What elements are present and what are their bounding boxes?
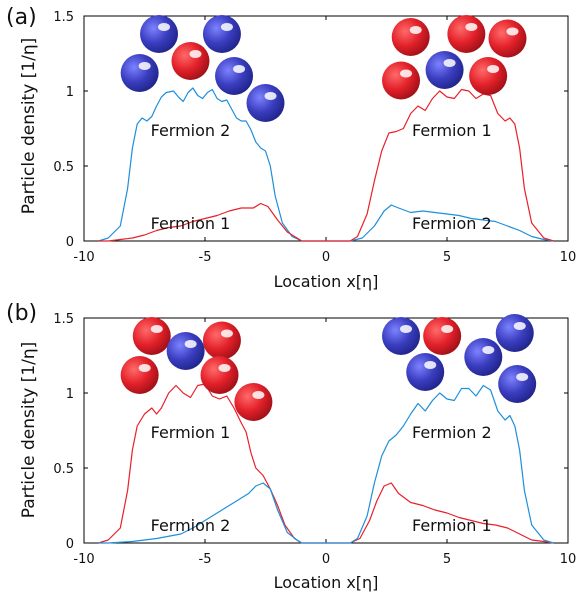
y-ticks: 0 0.5 1 1.5 <box>53 312 568 552</box>
ball-highlight <box>252 391 265 399</box>
particle-red-ball <box>132 317 171 355</box>
ball-highlight <box>441 325 454 333</box>
panel-label: (b) <box>6 301 37 326</box>
particle-blue-ball <box>382 317 421 355</box>
curve-label: Fermion 2 <box>412 214 492 233</box>
x-ticks: -10 -5 0 5 10 <box>73 318 576 567</box>
ball-highlight <box>184 340 197 348</box>
particle-blue-ball <box>495 314 534 352</box>
y-tick-label: 1 <box>66 85 74 100</box>
series-line-red <box>98 88 554 242</box>
ball-highlight <box>465 23 478 31</box>
particle-blue-ball <box>215 57 254 95</box>
particle-red-ball <box>234 383 273 421</box>
ball-highlight <box>409 26 422 34</box>
curve-label: Fermion 2 <box>151 121 231 140</box>
x-tick-label: 0 <box>322 552 330 567</box>
ball-highlight <box>150 325 163 333</box>
series-group <box>98 383 554 544</box>
y-tick-label: 1.5 <box>53 312 74 327</box>
x-tick-label: 10 <box>560 552 577 567</box>
ball-highlight <box>189 50 202 58</box>
particle-blue-ball <box>166 332 205 370</box>
ball-highlight <box>506 27 519 36</box>
particle-red-ball <box>200 356 239 394</box>
curve-label: Fermion 1 <box>151 214 231 233</box>
particle-red-ball <box>171 42 210 80</box>
ball-highlight <box>424 361 437 369</box>
ball-highlight <box>138 62 151 70</box>
y-axis-label: Particle density [1/η] <box>19 38 39 215</box>
ball-highlight <box>220 329 233 338</box>
particle-red-ball <box>488 19 527 58</box>
particle-balls <box>120 15 527 122</box>
curve-labels: Fermion 2 Fermion 1 Fermion 1 Fermion 2 <box>151 121 492 233</box>
y-tick-label: 1.5 <box>53 10 74 25</box>
ball-highlight <box>218 364 231 372</box>
x-tick-label: -10 <box>73 552 94 567</box>
particle-blue-ball <box>498 365 537 403</box>
particle-blue-ball <box>140 15 179 53</box>
ball-highlight <box>264 92 277 100</box>
panel-b: (b) Particle density [1/η] Location x[η]… <box>6 301 576 592</box>
particle-red-ball <box>391 18 430 56</box>
particle-blue-ball <box>246 84 285 122</box>
y-axis-label: Particle density [1/η] <box>19 342 39 519</box>
ball-highlight <box>400 69 413 78</box>
curve-labels: Fermion 1 Fermion 2 Fermion 2 Fermion 1 <box>151 423 492 535</box>
y-tick-label: 0.5 <box>53 462 74 477</box>
particle-red-ball <box>447 15 486 53</box>
ball-highlight <box>482 346 495 354</box>
ball-highlight <box>158 23 171 31</box>
x-axis-label: Location x[η] <box>274 272 379 291</box>
ball-highlight <box>487 65 500 73</box>
curve-label: Fermion 1 <box>151 423 231 442</box>
x-axis-label: Location x[η] <box>274 573 379 592</box>
x-tick-label: 5 <box>443 250 451 265</box>
particle-red-ball <box>423 317 462 355</box>
y-tick-label: 0 <box>66 537 74 552</box>
x-tick-label: -10 <box>73 250 94 265</box>
ball-highlight <box>233 65 246 73</box>
particle-red-ball <box>202 321 241 360</box>
particle-red-ball <box>469 57 508 95</box>
y-tick-label: 0.5 <box>53 160 74 175</box>
x-tick-label: 0 <box>322 250 330 265</box>
particle-balls <box>120 314 537 421</box>
particle-blue-ball <box>464 338 503 376</box>
particle-red-ball <box>120 356 159 394</box>
y-tick-label: 0 <box>66 235 74 250</box>
y-ticks: 0 0.5 1 1.5 <box>53 10 568 250</box>
ball-highlight <box>220 23 233 31</box>
x-tick-label: -5 <box>199 250 212 265</box>
x-tick-label: 10 <box>560 250 577 265</box>
series-line-red <box>98 383 554 544</box>
ball-highlight <box>400 325 413 333</box>
y-tick-label: 1 <box>66 387 74 402</box>
particle-blue-ball <box>120 54 159 92</box>
particle-blue-ball <box>202 15 241 53</box>
x-tick-label: -5 <box>199 552 212 567</box>
particle-blue-ball <box>425 51 464 89</box>
curve-label: Fermion 2 <box>412 423 492 442</box>
curve-label: Fermion 1 <box>412 121 492 140</box>
ball-highlight <box>513 322 526 330</box>
series-group <box>98 87 554 242</box>
ball-highlight <box>516 373 529 381</box>
curve-label: Fermion 2 <box>151 516 231 535</box>
curve-label: Fermion 1 <box>412 516 492 535</box>
ball-highlight <box>138 364 151 372</box>
series-line-blue <box>98 87 554 242</box>
series-line-blue <box>98 384 554 544</box>
particle-red-ball <box>382 61 421 100</box>
panel-label: (a) <box>6 5 37 30</box>
x-tick-label: 5 <box>443 552 451 567</box>
ball-highlight <box>443 59 456 67</box>
panel-a: (a) Particle density [1/η] Location x[η]… <box>6 5 576 291</box>
particle-blue-ball <box>406 353 445 391</box>
